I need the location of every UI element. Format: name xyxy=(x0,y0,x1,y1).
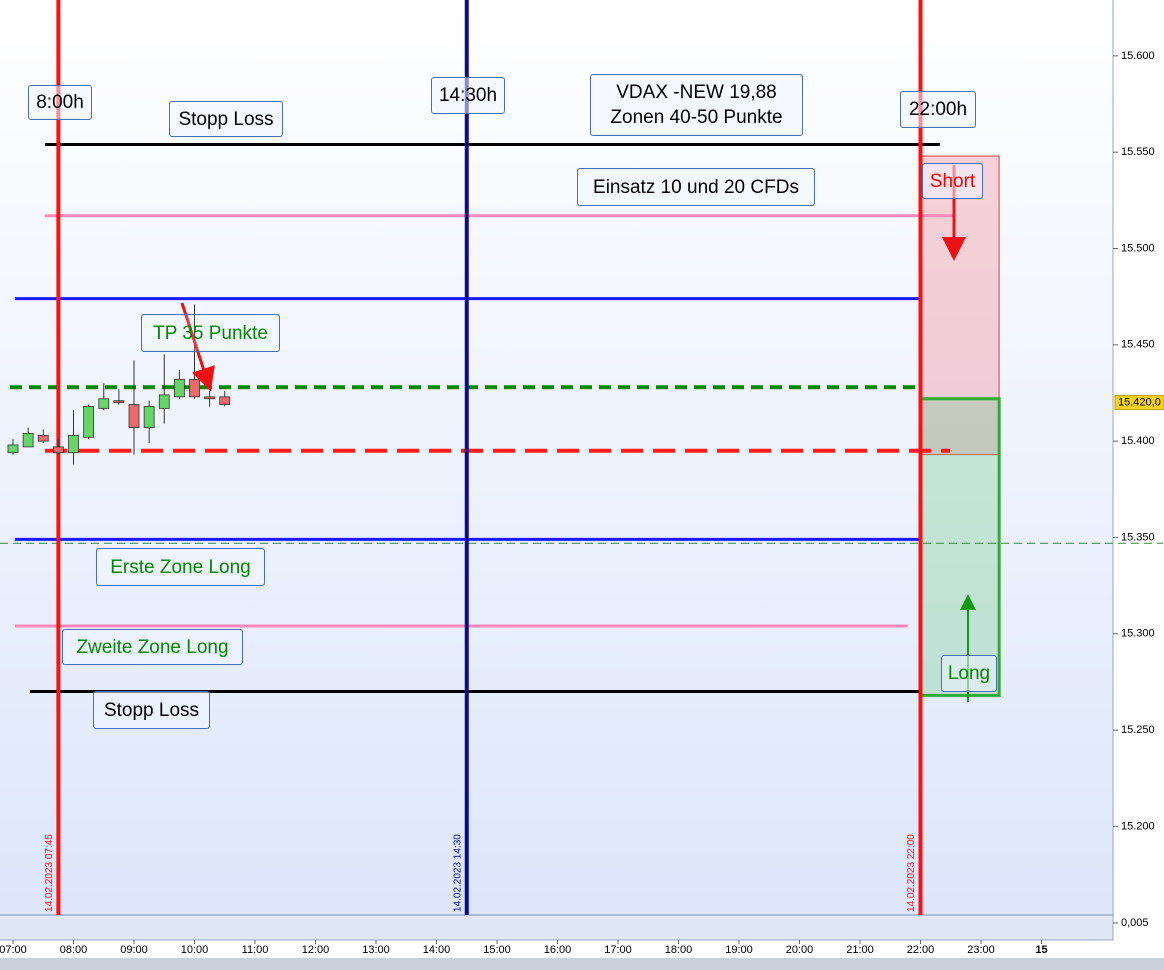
tp-arrow xyxy=(180,302,215,392)
annotation-box: Zweite Zone Long xyxy=(62,629,243,665)
time-line-label: 14.02.2023 07:45 xyxy=(44,834,55,912)
candle-body xyxy=(22,433,34,448)
x-tick-label: 14:00 xyxy=(423,944,451,956)
candle-body xyxy=(143,406,155,429)
annotation-box: VDAX -NEW 19,88 Zonen 40-50 Punkte xyxy=(590,74,803,136)
x-tick-label: 15 xyxy=(1035,944,1047,956)
candle-body xyxy=(37,434,49,442)
x-tick-label: 21:00 xyxy=(846,944,874,956)
y-tick-label: 15.350 xyxy=(1121,531,1155,543)
x-tick-label: 11:00 xyxy=(242,944,269,956)
x-tick-label: 17:00 xyxy=(604,944,632,956)
annotation-layer: 8:00h Stopp Loss 14:30h VDAX -NEW 19,88 Zon… xyxy=(28,74,997,729)
y-tick-label: 15.400 xyxy=(1121,435,1155,447)
x-tick-label: 18:00 xyxy=(665,944,693,956)
x-tick-label: 10:00 xyxy=(181,944,209,956)
scrollbar xyxy=(0,958,1164,970)
lower-pane xyxy=(0,915,1113,940)
time-line-label: 14.02.2023 22:00 xyxy=(906,834,917,912)
candle-body xyxy=(158,394,170,409)
pane-tick-label: 0,005 xyxy=(1121,917,1149,929)
x-tick-label: 15:00 xyxy=(483,944,511,956)
candle-body xyxy=(219,396,231,405)
y-tick-label: 15.300 xyxy=(1121,628,1155,640)
x-tick-label: 22:00 xyxy=(907,944,935,956)
y-tick-label: 15.600 xyxy=(1121,50,1155,62)
y-tick-label: 15.550 xyxy=(1121,146,1155,158)
price-tag-bg xyxy=(1114,395,1164,411)
annotation-box: Stopp Loss xyxy=(93,691,210,729)
annotation-box: Erste Zone Long xyxy=(96,548,265,586)
candle-body xyxy=(52,446,64,454)
candle-body xyxy=(98,398,110,409)
annotation-box: 14:30h xyxy=(431,77,505,114)
x-tick-label: 23:00 xyxy=(967,944,995,956)
x-tick-label: 13:00 xyxy=(362,944,390,956)
x-tick-label: 20:00 xyxy=(786,944,814,956)
annotation-box: TP 35 Punkte xyxy=(141,314,280,352)
time-line-label: 14.02.2023 14:30 xyxy=(452,834,463,912)
x-tick-label: 08:00 xyxy=(60,944,88,956)
price-tag: 15.420,0 xyxy=(1118,397,1161,409)
x-tick-label: 07:00 xyxy=(0,944,27,956)
y-tick-label: 15.200 xyxy=(1121,820,1155,832)
y-tick-label: 15.450 xyxy=(1121,339,1155,351)
y-tick-label: 15.500 xyxy=(1121,242,1155,254)
y-tick-label: 15.250 xyxy=(1121,724,1155,736)
candle-body xyxy=(83,406,95,438)
candle-body xyxy=(128,404,140,429)
chart-layer: 14.02.2023 07:45 14.02.2023 14:30 14.02.20… xyxy=(0,0,1163,915)
candle-body xyxy=(68,434,79,454)
annotation-box: 8:00h xyxy=(28,85,92,120)
annotation-box: Short xyxy=(922,163,983,199)
x-tick-label: 09:00 xyxy=(120,944,148,956)
x-tick-label: 16:00 xyxy=(544,944,572,956)
annotation-box: Long xyxy=(941,655,997,692)
candle-body xyxy=(204,396,216,400)
candle-body xyxy=(113,400,125,403)
candle-body xyxy=(173,379,185,398)
x-tick-label: 12:00 xyxy=(302,944,330,956)
annotation-box: Stopp Loss xyxy=(169,101,283,137)
annotation-box: 22:00h xyxy=(900,91,976,128)
x-tick-label: 19:00 xyxy=(725,944,753,956)
plot-background xyxy=(0,0,1113,915)
annotation-box: Einsatz 10 und 20 CFDs xyxy=(577,168,815,206)
candle-body xyxy=(7,444,19,454)
